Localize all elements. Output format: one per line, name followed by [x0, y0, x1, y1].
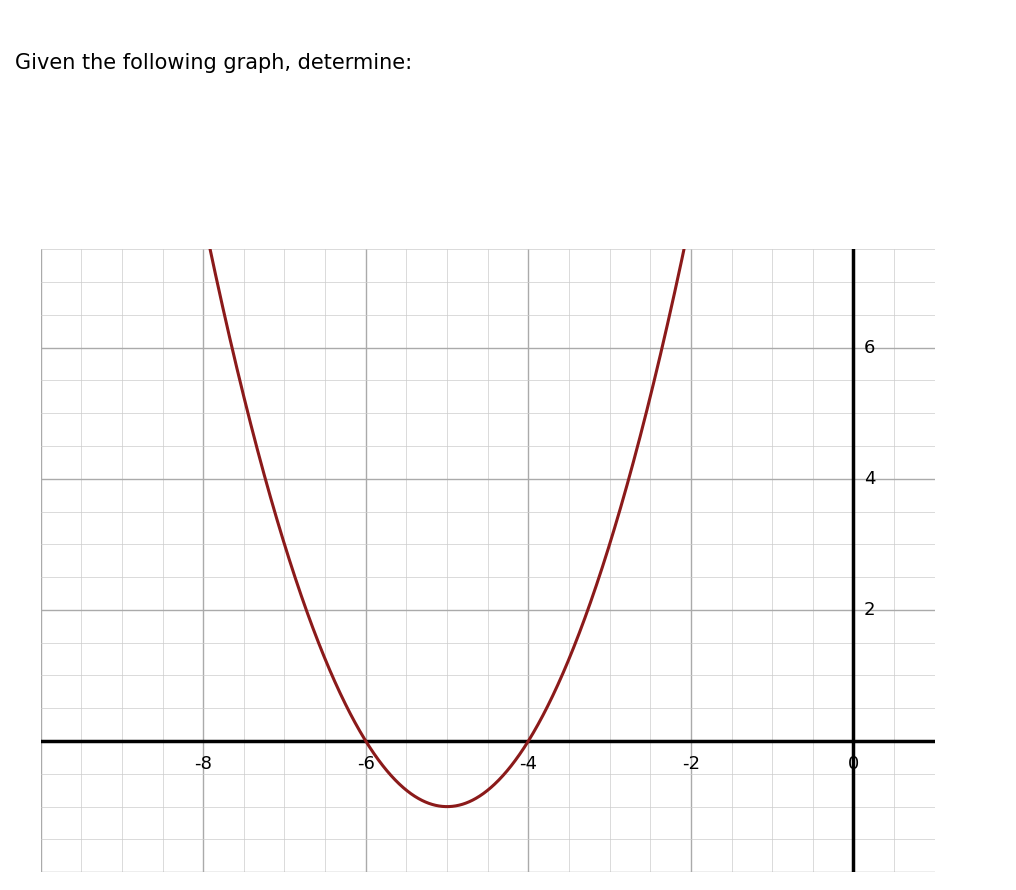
- Text: a)   The average rate of change between – 5 ≤ x ≤ –3: a) The average rate of change between – …: [56, 250, 582, 270]
- Text: 4: 4: [864, 470, 876, 488]
- Text: 0: 0: [847, 756, 860, 773]
- Text: 6: 6: [864, 338, 876, 357]
- Text: -8: -8: [194, 756, 212, 773]
- Text: -2: -2: [682, 756, 700, 773]
- Text: -6: -6: [357, 756, 375, 773]
- Text: -4: -4: [519, 756, 537, 773]
- Text: 2: 2: [864, 601, 876, 619]
- Text: b)   The approximate instantaneous rate of change at x = -3, x = -5: b) The approximate instantaneous rate of…: [56, 474, 717, 493]
- Text: Given the following graph, determine:: Given the following graph, determine:: [15, 53, 412, 73]
